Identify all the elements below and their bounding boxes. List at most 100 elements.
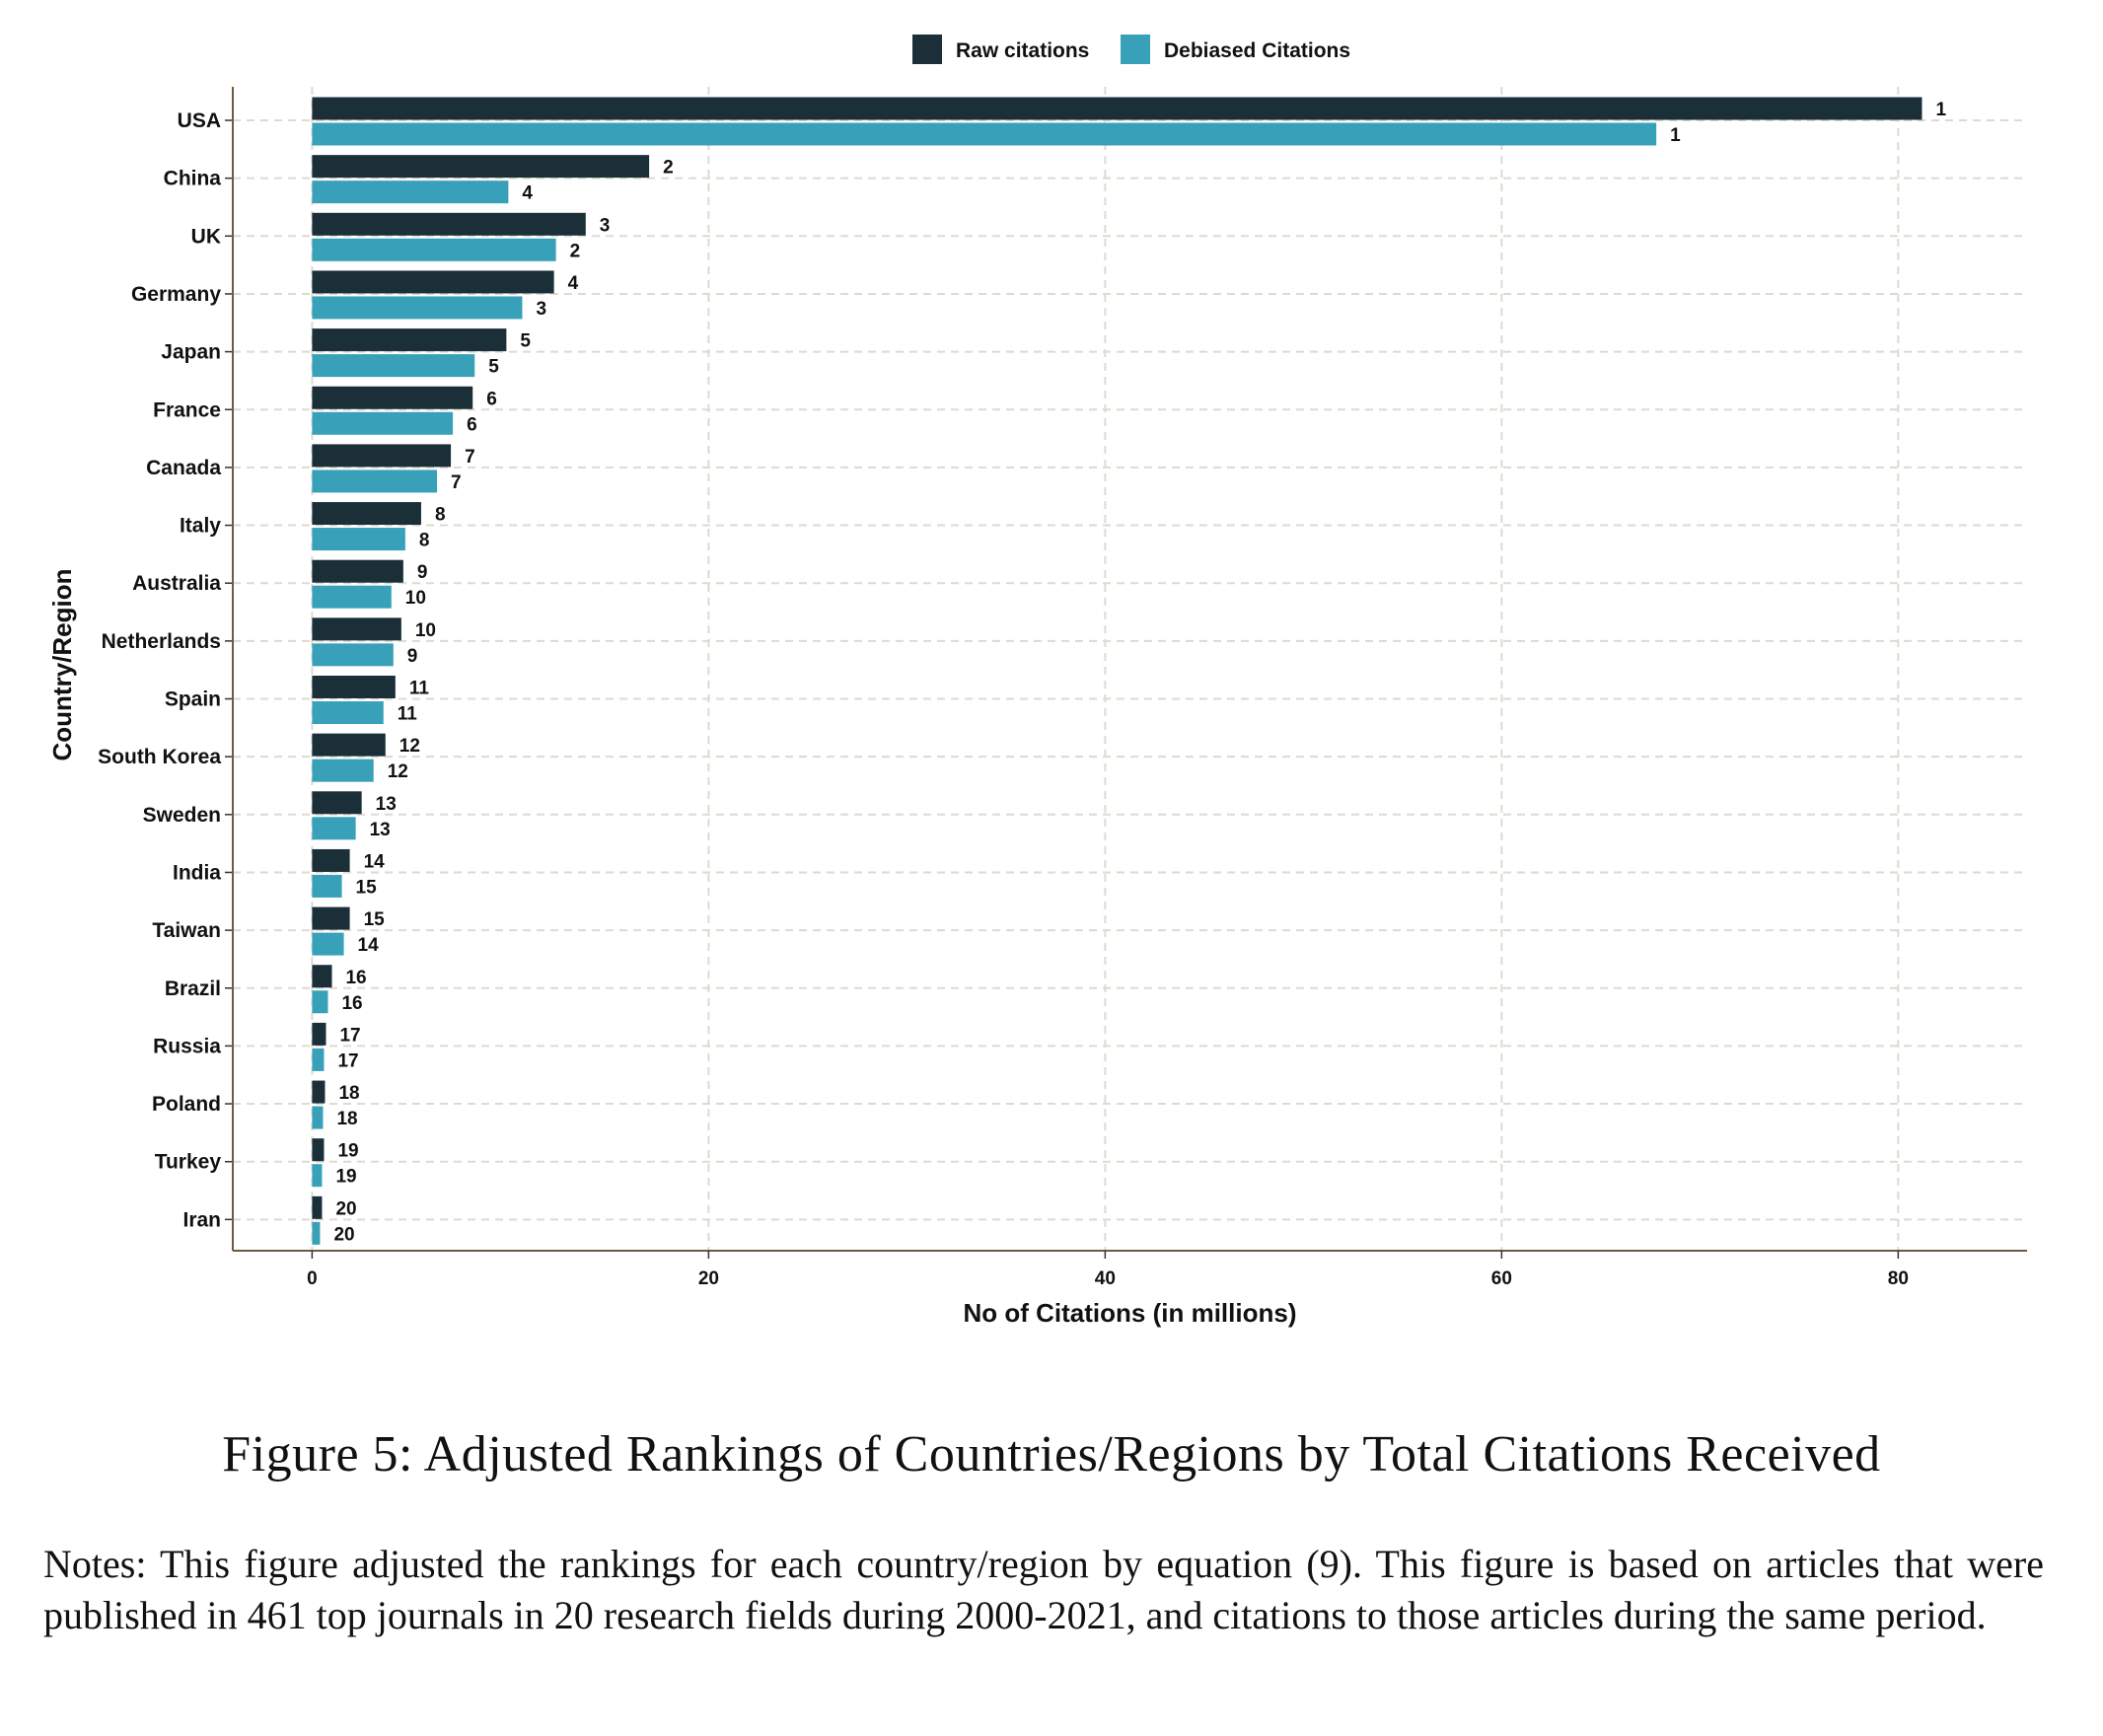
bar-raw-9	[312, 617, 401, 641]
data-label-raw-14: 15	[364, 909, 386, 930]
bar-raw-5	[312, 386, 473, 409]
data-label-debiased-18: 19	[335, 1167, 356, 1188]
bar-raw-7	[312, 502, 421, 526]
data-label-debiased-7: 8	[419, 531, 430, 551]
category-label-13: India	[173, 861, 221, 884]
category-label-7: Italy	[180, 515, 221, 538]
data-label-raw-0: 1	[1935, 100, 1946, 120]
bar-raw-6	[312, 444, 452, 468]
legend-label-1: Debiased Citations	[1164, 39, 1350, 62]
bar-raw-10	[312, 676, 396, 698]
bar-debiased-15	[312, 990, 328, 1014]
bar-debiased-0	[312, 122, 1657, 146]
category-label-4: Japan	[161, 341, 221, 364]
category-label-5: France	[153, 398, 221, 421]
bar-debiased-3	[312, 296, 523, 320]
category-label-16: Russia	[153, 1035, 221, 1057]
bar-debiased-10	[312, 701, 384, 724]
x-tick-label-3: 60	[1491, 1268, 1512, 1289]
data-label-raw-12: 13	[376, 794, 397, 815]
data-label-debiased-2: 2	[570, 241, 581, 261]
y-axis-title: Country/Region	[47, 569, 77, 761]
data-label-debiased-5: 6	[467, 414, 477, 435]
category-label-12: Sweden	[143, 804, 221, 827]
bar-raw-19	[312, 1195, 323, 1219]
data-label-raw-6: 7	[465, 447, 475, 468]
category-label-9: Netherlands	[102, 630, 221, 653]
category-label-17: Poland	[152, 1093, 221, 1116]
bar-debiased-12	[312, 817, 356, 840]
category-label-19: Iran	[182, 1208, 221, 1231]
bar-raw-2	[312, 212, 586, 236]
bar-debiased-14	[312, 932, 344, 956]
x-tick-label-4: 80	[1888, 1268, 1909, 1289]
bar-raw-8	[312, 559, 403, 583]
legend-label-0: Raw citations	[956, 39, 1089, 62]
x-tick-label-2: 40	[1095, 1268, 1116, 1289]
bar-debiased-16	[312, 1048, 325, 1071]
data-label-debiased-17: 18	[336, 1109, 357, 1129]
x-axis-title: No of Citations (in millions)	[964, 1298, 1297, 1328]
data-label-debiased-13: 15	[356, 877, 378, 898]
data-label-raw-4: 5	[520, 331, 531, 352]
bar-raw-14	[312, 906, 350, 930]
figure-notes: Notes: This figure adjusted the rankings…	[43, 1542, 2044, 1637]
bar-raw-0	[312, 97, 1922, 120]
bar-raw-18	[312, 1138, 325, 1162]
data-label-raw-2: 3	[600, 215, 611, 236]
data-label-debiased-0: 1	[1670, 125, 1681, 146]
data-label-debiased-9: 9	[407, 646, 418, 667]
bar-debiased-1	[312, 181, 509, 204]
x-tick-label-0: 0	[307, 1268, 318, 1289]
category-label-8: Australia	[132, 572, 221, 595]
bar-raw-4	[312, 328, 507, 352]
bar-raw-17	[312, 1080, 326, 1104]
category-label-6: Canada	[146, 457, 221, 479]
bar-debiased-11	[312, 759, 374, 782]
data-label-raw-11: 12	[399, 736, 420, 757]
data-label-debiased-12: 13	[370, 820, 391, 840]
data-label-raw-5: 6	[486, 389, 497, 409]
bar-raw-1	[312, 155, 650, 179]
category-label-2: UK	[191, 225, 221, 248]
bar-debiased-7	[312, 528, 405, 551]
data-label-debiased-15: 16	[341, 993, 362, 1014]
bar-debiased-2	[312, 238, 556, 261]
x-tick-label-1: 20	[698, 1268, 719, 1289]
data-label-debiased-19: 20	[333, 1224, 354, 1245]
legend-swatch-1	[1121, 35, 1150, 64]
bar-debiased-6	[312, 470, 438, 493]
data-label-raw-16: 17	[339, 1025, 360, 1046]
data-label-debiased-4: 5	[488, 357, 499, 378]
category-label-10: Spain	[165, 688, 221, 711]
data-label-raw-9: 10	[415, 620, 436, 641]
data-label-raw-7: 8	[435, 505, 446, 526]
data-label-debiased-10: 11	[398, 704, 418, 725]
data-label-raw-13: 14	[364, 851, 386, 872]
data-label-raw-17: 18	[338, 1083, 359, 1104]
category-label-0: USA	[178, 109, 221, 132]
data-label-debiased-6: 7	[451, 472, 462, 493]
data-label-debiased-8: 10	[405, 588, 426, 609]
bar-debiased-5	[312, 411, 454, 435]
bar-raw-15	[312, 965, 332, 988]
data-label-debiased-14: 14	[358, 935, 380, 956]
bar-debiased-4	[312, 354, 475, 378]
data-label-raw-10: 11	[409, 679, 430, 699]
data-label-raw-8: 9	[417, 562, 428, 583]
category-label-3: Germany	[131, 283, 221, 306]
legend-swatch-0	[912, 35, 942, 64]
bar-debiased-17	[312, 1106, 324, 1129]
category-label-18: Turkey	[155, 1151, 222, 1174]
bar-raw-16	[312, 1022, 326, 1046]
data-label-raw-3: 4	[568, 273, 579, 294]
data-label-raw-19: 20	[335, 1198, 356, 1219]
bar-debiased-9	[312, 643, 394, 667]
category-label-1: China	[164, 168, 222, 190]
bar-raw-11	[312, 733, 386, 757]
category-label-11: South Korea	[98, 746, 221, 768]
data-label-debiased-1: 4	[522, 183, 533, 204]
data-label-raw-15: 16	[345, 968, 366, 988]
bar-raw-13	[312, 848, 350, 872]
bar-debiased-8	[312, 585, 392, 609]
